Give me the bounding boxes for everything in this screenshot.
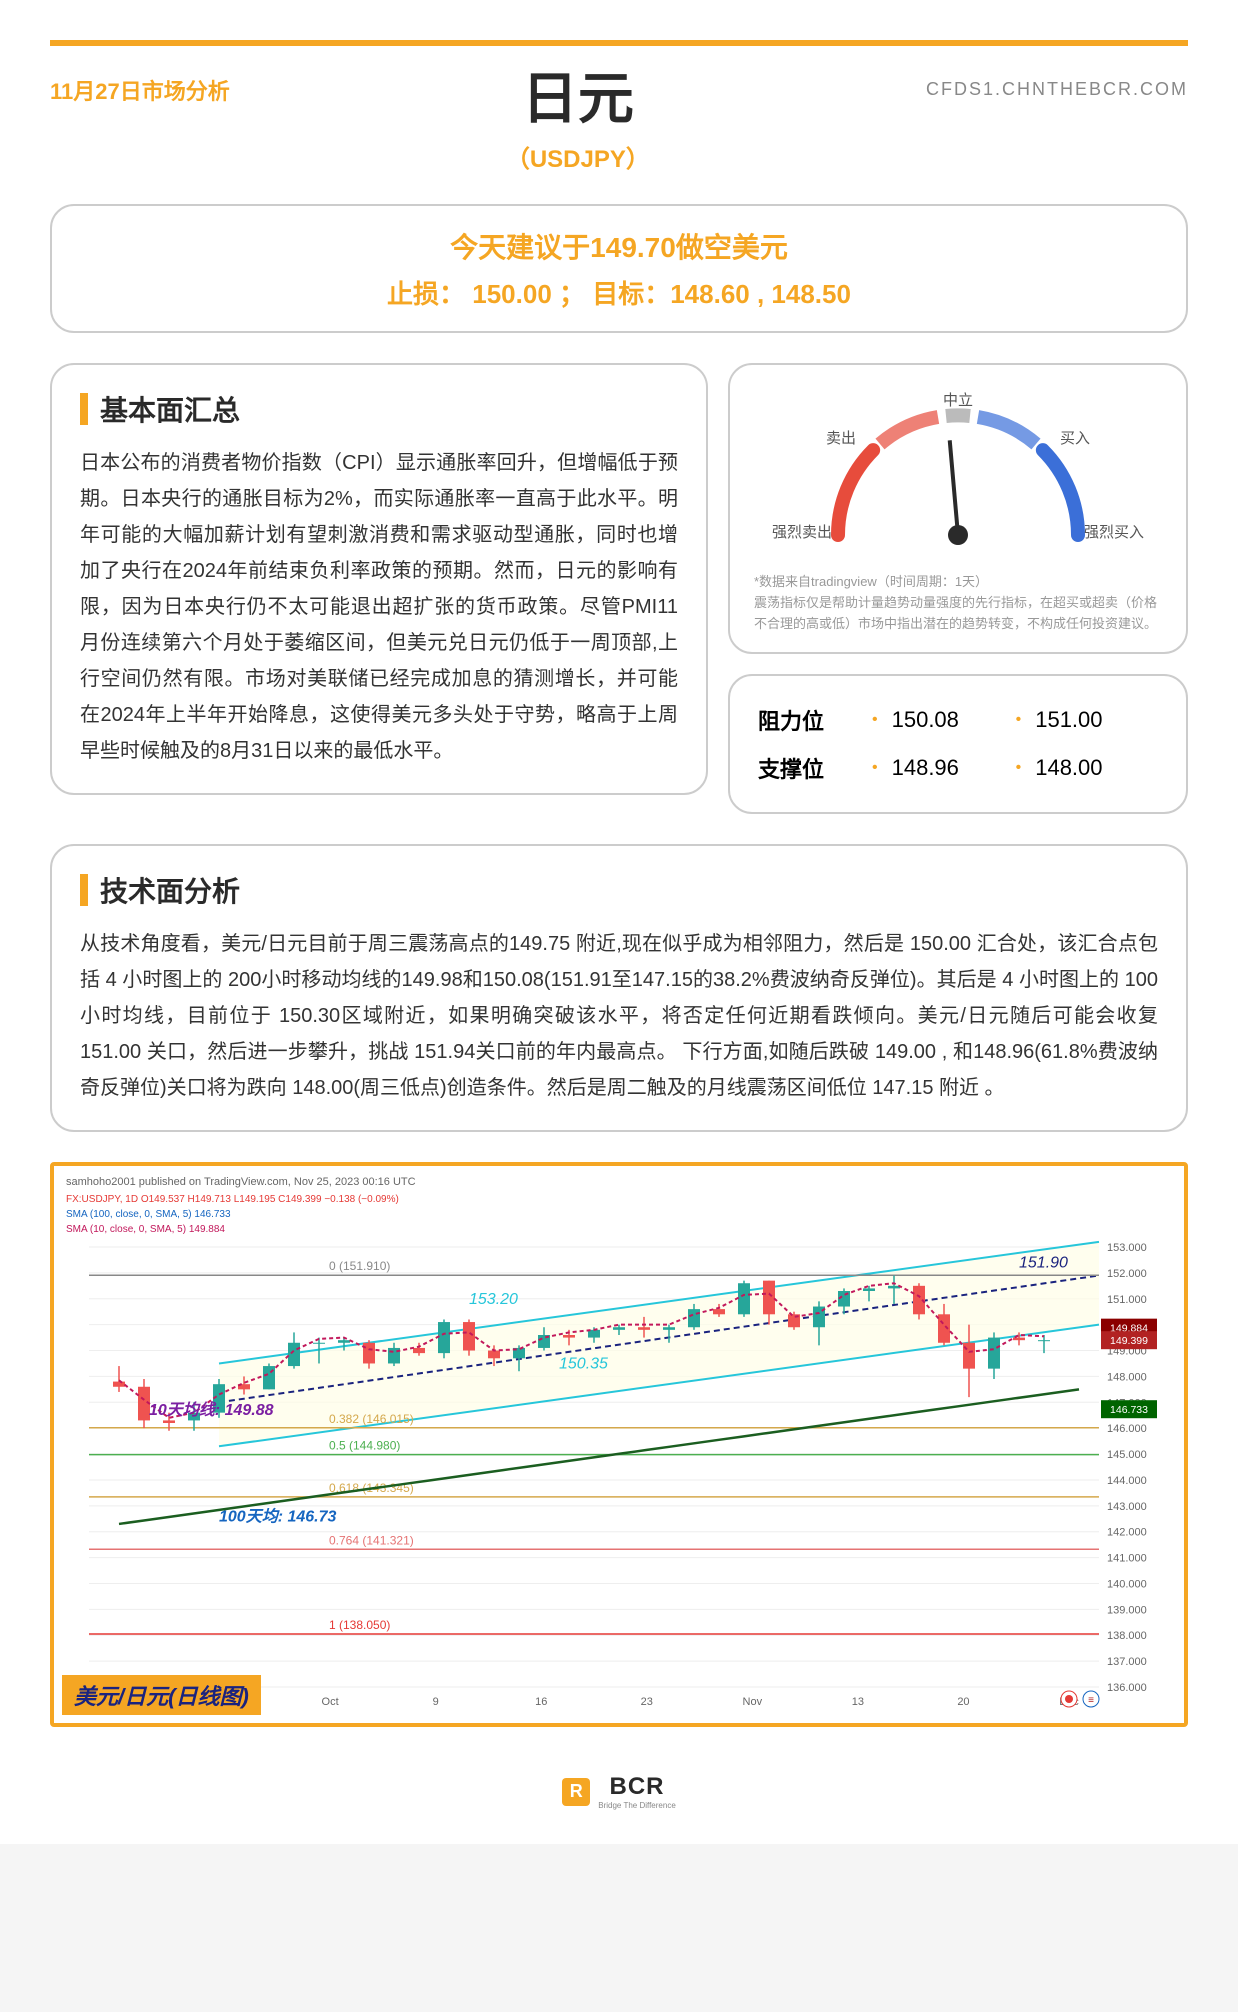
fundamental-panel: 基本面汇总 日本公布的消费者物价指数（CPI）显示通胀率回升，但增幅低于预期。日… bbox=[50, 363, 708, 795]
svg-text:148.000: 148.000 bbox=[1107, 1372, 1147, 1384]
levels-panel: 阻力位 • 150.08 • 151.00 支撑位 • 148.96 • 148… bbox=[728, 674, 1188, 814]
resistance-label: 阻力位 bbox=[758, 704, 858, 736]
svg-text:23: 23 bbox=[641, 1696, 653, 1708]
support-val-2: 148.00 bbox=[1035, 755, 1145, 781]
fundamental-title: 基本面汇总 bbox=[100, 389, 240, 429]
bullet-icon: • bbox=[1016, 759, 1022, 777]
resistance-val-1: 150.08 bbox=[892, 707, 1002, 733]
svg-text:151.90: 151.90 bbox=[1019, 1255, 1068, 1272]
svg-text:Nov: Nov bbox=[743, 1696, 763, 1708]
svg-text:13: 13 bbox=[852, 1696, 864, 1708]
bullet-icon: • bbox=[872, 711, 878, 729]
gauge-note2: 震荡指标仅是帮助计量趋势动量强度的先行指标，在超买或超卖（价格不合理的高或低）市… bbox=[754, 593, 1162, 635]
recommendation-line2: 止损： 150.00 ； 目标：148.60 , 148.50 bbox=[82, 274, 1156, 311]
header-accent-bar bbox=[50, 40, 1188, 46]
subtitle: （USDJPY） bbox=[230, 139, 926, 174]
logo-icon: R bbox=[562, 1778, 590, 1806]
svg-text:151.000: 151.000 bbox=[1107, 1294, 1147, 1306]
svg-text:144.000: 144.000 bbox=[1107, 1475, 1147, 1487]
svg-text:152.000: 152.000 bbox=[1107, 1268, 1147, 1280]
chart-info-2: SMA (100, close, 0, SMA, 5) 146.733 bbox=[60, 1207, 1178, 1222]
svg-text:≡: ≡ bbox=[1088, 1695, 1094, 1706]
site-url: CFDS1.CHNTHEBCR.COM bbox=[926, 79, 1188, 100]
gauge-label-neutral: 中立 bbox=[943, 389, 973, 410]
svg-text:100天均: 146.73: 100天均: 146.73 bbox=[219, 1508, 337, 1526]
chart-info-1: FX:USDJPY, 1D O149.537 H149.713 L149.195… bbox=[60, 1192, 1178, 1207]
chart-panel: samhoho2001 published on TradingView.com… bbox=[50, 1162, 1188, 1727]
svg-text:20: 20 bbox=[957, 1696, 969, 1708]
resistance-val-2: 151.00 bbox=[1035, 707, 1145, 733]
technical-title: 技术面分析 bbox=[100, 870, 240, 910]
main-title: 日元 bbox=[230, 54, 926, 135]
page-header: 11月27日市场分析 日元 （USDJPY） CFDS1.CHNTHEBCR.C… bbox=[50, 40, 1188, 174]
bullet-icon: • bbox=[872, 759, 878, 777]
gauge-label-sell: 卖出 bbox=[826, 427, 856, 448]
gauge-note1: *数据来自tradingview（时间周期：1天） bbox=[754, 572, 1162, 593]
svg-text:153.000: 153.000 bbox=[1107, 1242, 1147, 1254]
recommendation-box: 今天建议于149.70做空美元 止损： 150.00 ； 目标：148.60 ,… bbox=[50, 204, 1188, 333]
section-accent-bar bbox=[80, 393, 88, 425]
support-label: 支撑位 bbox=[758, 752, 858, 784]
svg-text:139.000: 139.000 bbox=[1107, 1605, 1147, 1617]
recommendation-line1: 今天建议于149.70做空美元 bbox=[82, 226, 1156, 266]
gauge-label-strong-sell: 强烈卖出 bbox=[772, 521, 832, 542]
svg-text:146.733: 146.733 bbox=[1110, 1405, 1148, 1417]
svg-text:0.764 (141.321): 0.764 (141.321) bbox=[329, 1534, 414, 1548]
svg-text:142.000: 142.000 bbox=[1107, 1527, 1147, 1539]
section-accent-bar bbox=[80, 874, 88, 906]
svg-text:136.000: 136.000 bbox=[1107, 1682, 1147, 1694]
support-val-1: 148.96 bbox=[892, 755, 1002, 781]
price-chart: 136.000 137.000 138.000 139.000 140.000 141.0… bbox=[60, 1237, 1178, 1717]
support-row: 支撑位 • 148.96 • 148.00 bbox=[758, 744, 1158, 792]
svg-text:150.35: 150.35 bbox=[559, 1356, 608, 1373]
resistance-row: 阻力位 • 150.08 • 151.00 bbox=[758, 696, 1158, 744]
svg-text:Oct: Oct bbox=[322, 1696, 339, 1708]
svg-text:138.000: 138.000 bbox=[1107, 1631, 1147, 1643]
svg-text:143.000: 143.000 bbox=[1107, 1501, 1147, 1513]
fundamental-body: 日本公布的消费者物价指数（CPI）显示通胀率回升，但增幅低于预期。日本央行的通胀… bbox=[80, 445, 678, 769]
chart-caption: 美元/日元(日线图) bbox=[62, 1675, 261, 1715]
date-label: 11月27日市场分析 bbox=[50, 74, 230, 106]
svg-text:137.000: 137.000 bbox=[1107, 1657, 1147, 1669]
logo-text: BCR bbox=[598, 1773, 676, 1801]
footer: R BCR Bridge The Difference bbox=[50, 1757, 1188, 1814]
svg-text:0.5 (144.980): 0.5 (144.980) bbox=[329, 1439, 400, 1453]
chart-header-text: samhoho2001 published on TradingView.com… bbox=[60, 1172, 1178, 1192]
svg-text:10天均线: 149.88: 10天均线: 149.88 bbox=[149, 1402, 274, 1420]
svg-text:145.000: 145.000 bbox=[1107, 1449, 1147, 1461]
gauge-label-buy: 买入 bbox=[1060, 427, 1090, 448]
technical-body: 从技术角度看，美元/日元目前于周三震荡高点的149.75 附近,现在似乎成为相邻… bbox=[80, 926, 1158, 1106]
svg-text:1 (138.050): 1 (138.050) bbox=[329, 1618, 390, 1632]
svg-text:16: 16 bbox=[535, 1696, 547, 1708]
svg-text:0 (151.910): 0 (151.910) bbox=[329, 1260, 390, 1274]
svg-text:153.20: 153.20 bbox=[469, 1291, 518, 1308]
svg-text:0.382 (146.015): 0.382 (146.015) bbox=[329, 1412, 414, 1426]
chart-info-3: SMA (10, close, 0, SMA, 5) 149.884 bbox=[60, 1222, 1178, 1237]
technical-panel: 技术面分析 从技术角度看，美元/日元目前于周三震荡高点的149.75 附近,现在… bbox=[50, 844, 1188, 1132]
bullet-icon: • bbox=[1016, 711, 1022, 729]
svg-text:146.000: 146.000 bbox=[1107, 1424, 1147, 1436]
svg-text:9: 9 bbox=[433, 1696, 439, 1708]
gauge-panel: 强烈卖出 卖出 中立 买入 强烈买入 *数据来自tradingview（时间周期… bbox=[728, 363, 1188, 654]
svg-text:141.000: 141.000 bbox=[1107, 1553, 1147, 1565]
svg-text:149.399: 149.399 bbox=[1110, 1336, 1148, 1348]
logo-subtitle: Bridge The Difference bbox=[598, 1801, 676, 1810]
svg-text:140.000: 140.000 bbox=[1107, 1579, 1147, 1591]
gauge-label-strong-buy: 强烈买入 bbox=[1084, 521, 1144, 542]
